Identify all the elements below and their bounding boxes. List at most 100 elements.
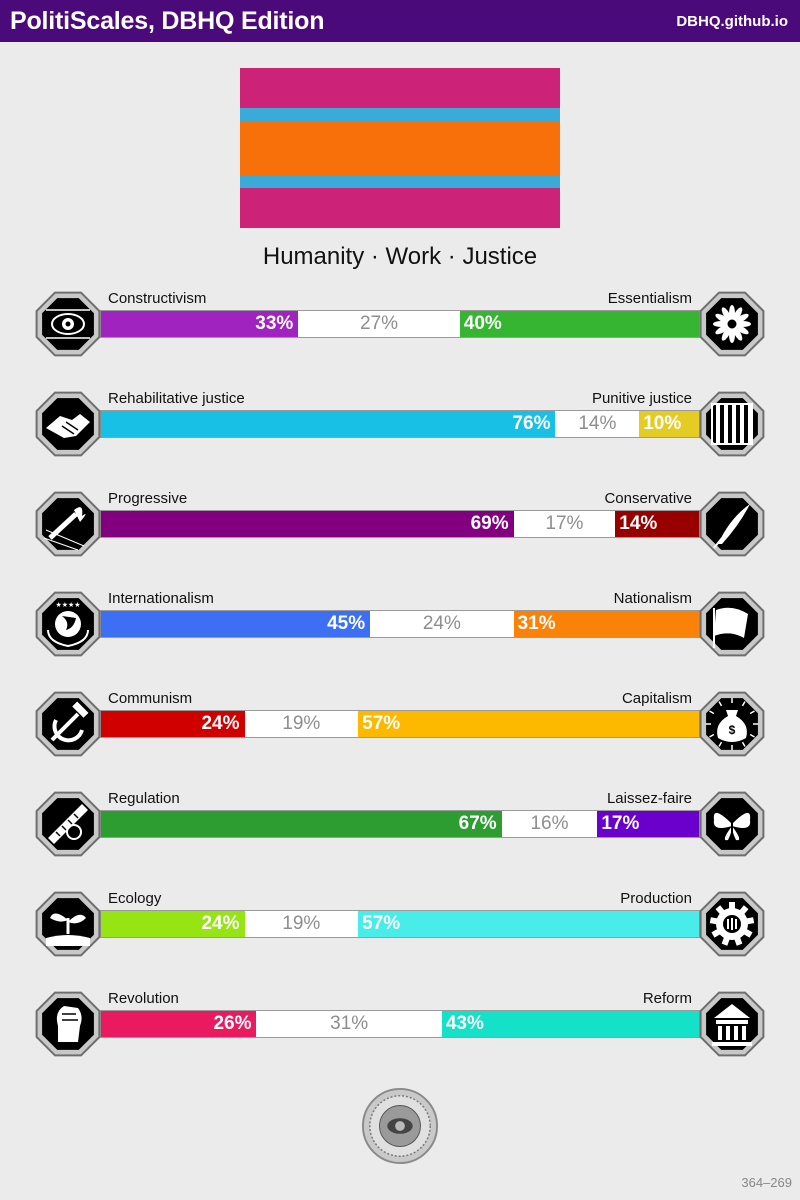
axis-row: Ecology Production 24% 19% 57%: [0, 886, 800, 962]
axis-left-label: Revolution: [108, 990, 179, 1007]
axis-right-label: Capitalism: [621, 690, 692, 707]
app-header: PolitiScales, DBHQ Edition DBHQ.github.i…: [0, 0, 800, 42]
result-flag: [240, 68, 560, 228]
axis-bar: 76% 14% 10%: [100, 410, 700, 438]
axis-row: Progressive Conservative 69% 17% 14%: [0, 486, 800, 562]
left-percent: 69%: [470, 513, 509, 534]
right-percent: 57%: [362, 713, 401, 734]
building-icon: [699, 991, 765, 1057]
slogan: Humanity · Work · Justice: [262, 243, 538, 270]
app-title: PolitiScales, DBHQ Edition: [10, 7, 325, 35]
axis-bar: 24% 19% 57%: [100, 910, 700, 938]
quill-icon: [699, 491, 765, 557]
axis-left-label: Communism: [108, 690, 193, 707]
axis-left-label: Ecology: [108, 890, 162, 907]
neutral-segment: 19%: [244, 911, 359, 937]
left-segment: 24%: [101, 711, 245, 737]
left-segment: 24%: [101, 911, 245, 937]
left-percent: 76%: [512, 413, 551, 434]
neutral-percent: 31%: [330, 1013, 369, 1034]
left-percent: 45%: [327, 613, 366, 634]
fist-icon: [35, 991, 101, 1057]
axis-bar: 45% 24% 31%: [100, 610, 700, 638]
axis-row: Internationalism Nationalism 45% 24% 31% ★★★★: [0, 586, 800, 662]
handshake-icon: [35, 391, 101, 457]
neutral-segment: 24%: [370, 611, 514, 637]
neutral-segment: 19%: [244, 711, 359, 737]
right-segment: 10%: [639, 411, 699, 437]
torch-icon: [35, 491, 101, 557]
axis-right-label: Laissez-faire: [606, 790, 692, 807]
right-segment: 57%: [358, 711, 699, 737]
axis-bar: 24% 19% 57%: [100, 710, 700, 738]
flag-stripe: [240, 188, 560, 228]
left-percent: 26%: [213, 1013, 252, 1034]
left-percent: 33%: [255, 313, 294, 334]
left-percent: 24%: [201, 913, 240, 934]
right-segment: 17%: [597, 811, 699, 837]
axis-right-label: Production: [620, 890, 692, 907]
axis-right-label: Conservative: [604, 490, 692, 507]
flag-icon: [699, 591, 765, 657]
axis-right-label: Nationalism: [613, 590, 692, 607]
axis-left-label: Regulation: [108, 790, 180, 807]
neutral-segment: 14%: [555, 411, 640, 437]
svg-text:$: $: [729, 723, 736, 737]
axis-right-label: Essentialism: [607, 290, 692, 307]
money-bag-icon: $: [699, 691, 765, 757]
right-percent: 14%: [619, 513, 658, 534]
left-percent: 24%: [201, 713, 240, 734]
sprout-icon: [35, 891, 101, 957]
flag-stripe: [240, 68, 560, 108]
neutral-segment: 31%: [256, 1011, 442, 1037]
site-link[interactable]: DBHQ.github.io: [676, 13, 788, 30]
left-segment: 76%: [101, 411, 556, 437]
axis-bar: 33% 27% 40%: [100, 310, 700, 338]
neutral-percent: 17%: [545, 513, 584, 534]
right-percent: 57%: [362, 913, 401, 934]
axis-left-label: Progressive: [108, 490, 188, 507]
axis-left-label: Rehabilitative justice: [108, 390, 245, 407]
neutral-segment: 17%: [513, 511, 616, 537]
right-percent: 10%: [643, 413, 682, 434]
axis-left-label: Internationalism: [108, 590, 214, 607]
coordinates-readout: 364–269: [741, 1175, 792, 1190]
flag-stripe: [240, 121, 560, 175]
axis-bar: 69% 17% 14%: [100, 510, 700, 538]
neutral-percent: 16%: [530, 813, 569, 834]
axis-left-label: Constructivism: [108, 290, 207, 307]
flower-icon: [699, 291, 765, 357]
left-segment: 26%: [101, 1011, 257, 1037]
right-percent: 40%: [463, 313, 502, 334]
butterfly-icon: [699, 791, 765, 857]
left-segment: 69%: [101, 511, 514, 537]
flag-stripe: [240, 175, 560, 188]
right-percent: 31%: [517, 613, 556, 634]
neutral-percent: 19%: [282, 913, 321, 934]
ruler-icon: [35, 791, 101, 857]
seal-icon: [361, 1087, 439, 1165]
prison-bars-icon: [699, 391, 765, 457]
neutral-percent: 19%: [282, 713, 321, 734]
hammer-sickle-icon: [35, 691, 101, 757]
axis-bar: 26% 31% 43%: [100, 1010, 700, 1038]
svg-text:★★★★: ★★★★: [55, 601, 80, 609]
flag-stripe: [240, 108, 560, 121]
axis-row: Regulation Laissez-faire 67% 16% 17%: [0, 786, 800, 862]
right-percent: 43%: [445, 1013, 484, 1034]
right-segment: 31%: [513, 611, 699, 637]
left-percent: 67%: [458, 813, 497, 834]
axis-row: Communism Capitalism 24% 19% 57% $: [0, 686, 800, 762]
neutral-percent: 24%: [422, 613, 461, 634]
axis-row: Rehabilitative justice Punitive justice 76…: [0, 386, 800, 462]
gear-icon: [699, 891, 765, 957]
axis-row: Revolution Reform 26% 31% 43%: [0, 986, 800, 1062]
neutral-segment: 16%: [501, 811, 598, 837]
right-segment: 40%: [459, 311, 699, 337]
axis-row: Constructivism Essentialism 33% 27% 40%: [0, 286, 800, 362]
right-segment: 43%: [441, 1011, 699, 1037]
left-segment: 67%: [101, 811, 502, 837]
globe-icon: ★★★★: [35, 591, 101, 657]
right-segment: 57%: [358, 911, 699, 937]
axis-bar: 67% 16% 17%: [100, 810, 700, 838]
